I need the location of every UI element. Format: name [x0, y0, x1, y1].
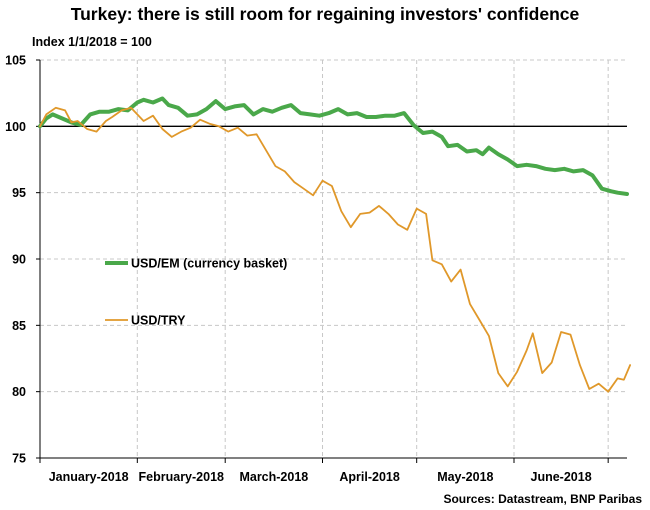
- y-tick-label: 85: [12, 319, 26, 333]
- y-tick-label: 80: [12, 385, 26, 399]
- x-tick-label: April-2018: [339, 470, 399, 484]
- legend-label: USD/TRY: [131, 314, 186, 328]
- usd-try-series-line: [39, 106, 631, 393]
- x-tick-label: March-2018: [239, 470, 308, 484]
- x-tick-label: May-2018: [437, 470, 493, 484]
- usd-em-series-line: [38, 96, 629, 196]
- y-tick-label: 105: [5, 54, 26, 68]
- legend-label: USD/EM (currency basket): [131, 257, 287, 271]
- chart-title: Turkey: there is still room for regainin…: [70, 4, 580, 24]
- y-tick-label: 100: [5, 120, 26, 134]
- x-tick-label: January-2018: [49, 470, 129, 484]
- y-tick-label: 95: [12, 186, 26, 200]
- x-tick-label: June-2018: [531, 470, 592, 484]
- axis-note: Index 1/1/2018 = 100: [32, 35, 152, 49]
- y-tick-label: 90: [12, 253, 26, 267]
- y-tick-label: 75: [12, 452, 26, 466]
- source-note: Sources: Datastream, BNP Paribas: [443, 492, 642, 506]
- x-tick-label: February-2018: [139, 470, 225, 484]
